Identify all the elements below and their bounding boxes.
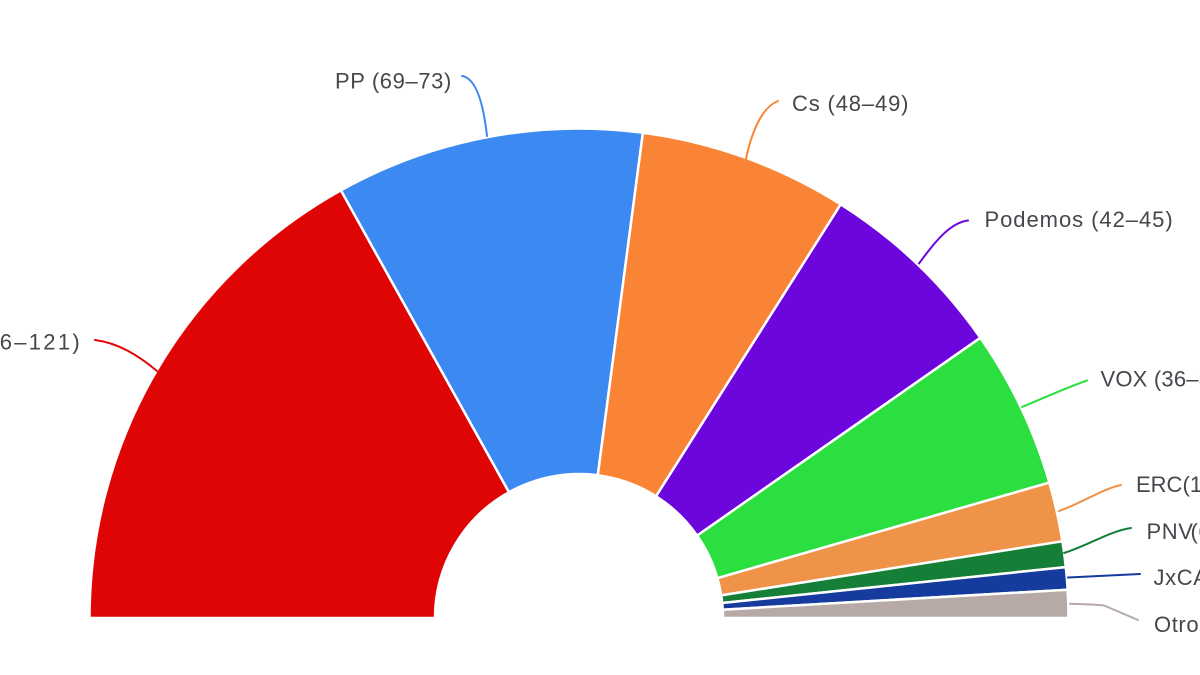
svg-text:Cs (48–49): Cs (48–49) xyxy=(792,91,909,116)
svg-text:6–121): 6–121) xyxy=(0,330,82,355)
svg-text:Otros (7): Otros (7) xyxy=(1154,612,1200,637)
svg-text:JxCAT (5): JxCAT (5) xyxy=(1154,565,1200,590)
svg-text:ERC: ERC xyxy=(1136,472,1183,497)
svg-text:(14–15): (14–15) xyxy=(1183,472,1200,497)
svg-text:Podemos (42–45): Podemos (42–45) xyxy=(985,207,1174,232)
svg-text:PNV: PNV xyxy=(1147,519,1194,544)
svg-text:(6): (6) xyxy=(1191,519,1200,544)
svg-text:PP (69–73): PP (69–73) xyxy=(335,69,452,94)
svg-text:VOX (36–38): VOX (36–38) xyxy=(1101,367,1200,392)
